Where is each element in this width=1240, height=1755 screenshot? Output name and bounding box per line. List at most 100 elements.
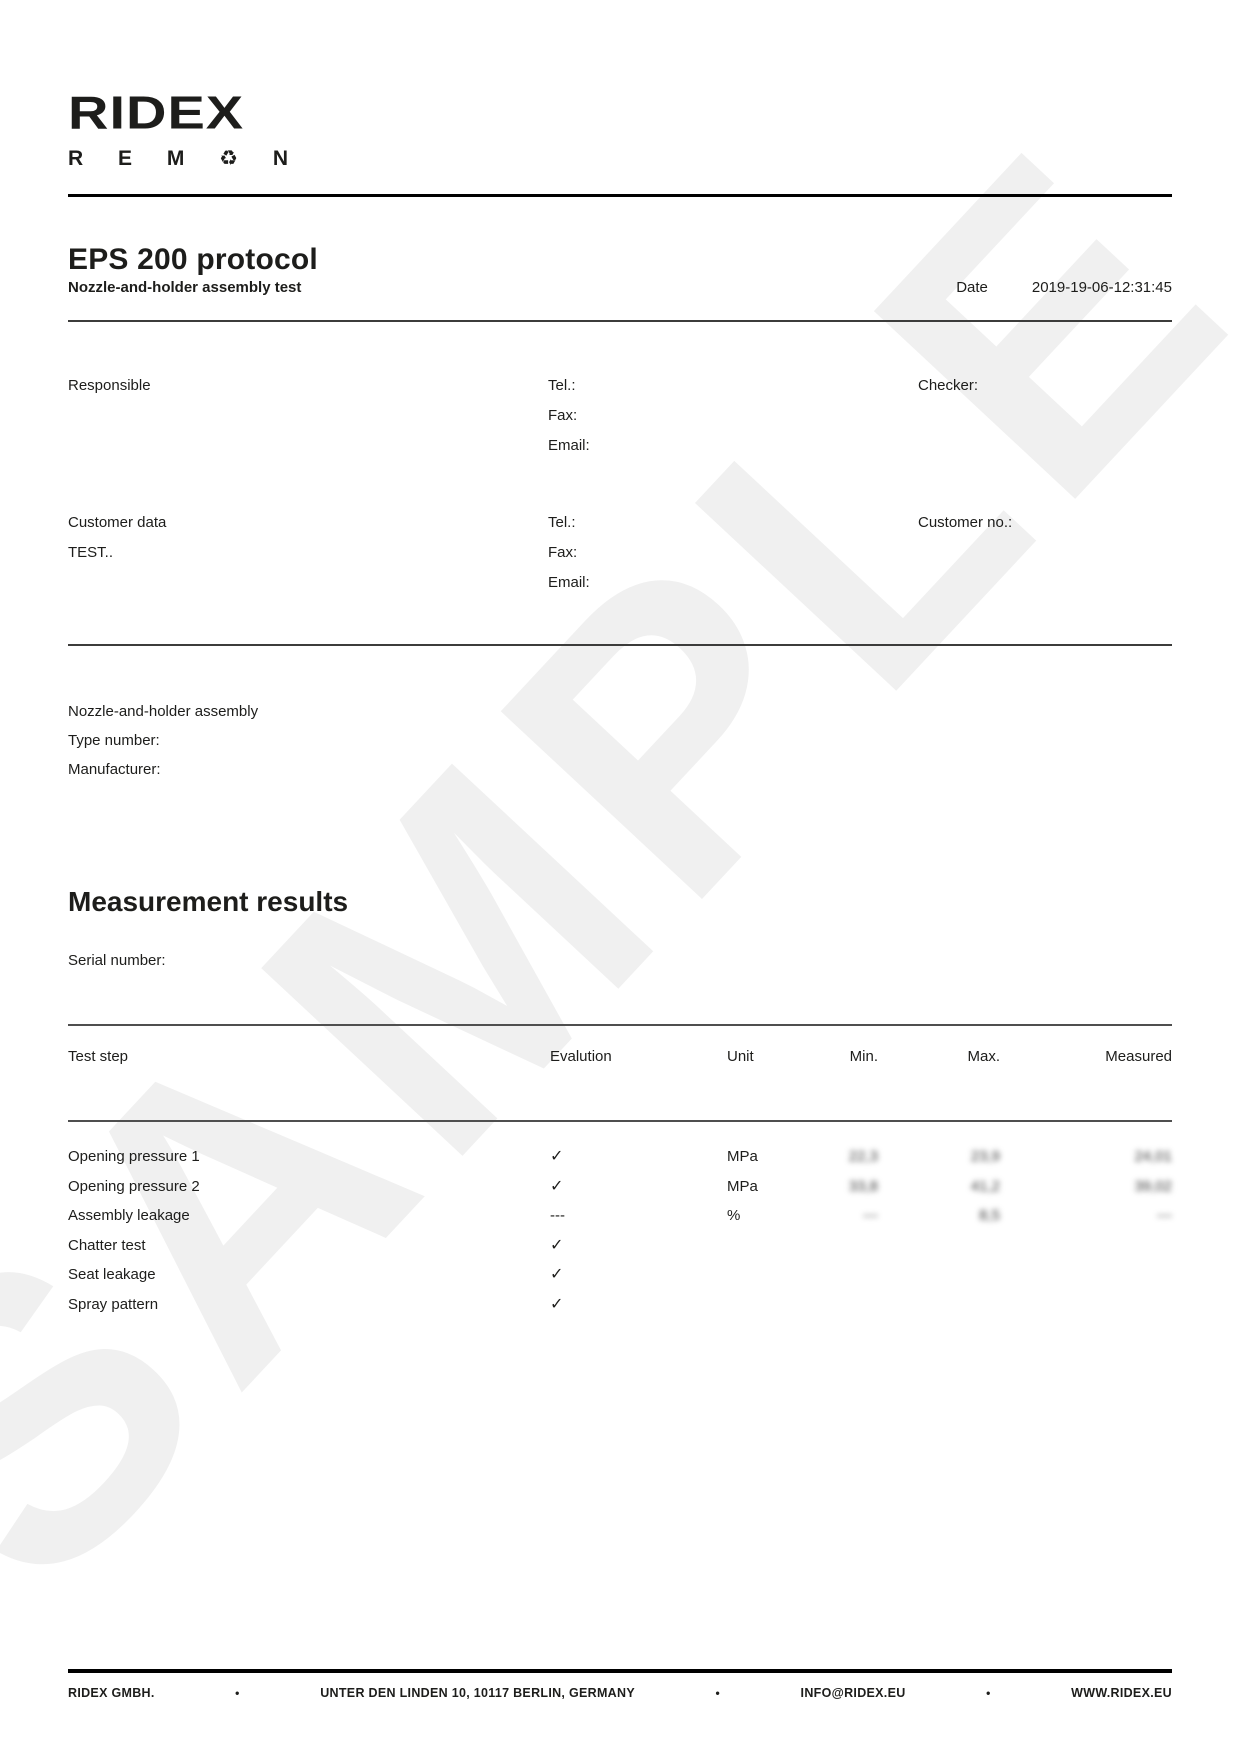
cell-min: 33,8 <box>848 1177 878 1195</box>
page-title: EPS 200 protocol <box>68 243 318 276</box>
cell-min: 22,3 <box>848 1148 878 1165</box>
cell-unit <box>727 1231 813 1261</box>
cell-measured <box>1000 1260 1172 1290</box>
cell-measured <box>1000 1290 1172 1320</box>
header-evaluation: Evalution <box>550 1048 612 1065</box>
tel-label: Tel.: <box>548 514 576 531</box>
date-group: Date 2019-19-06-12:31:45 <box>956 279 1172 296</box>
serial-number-label: Serial number: <box>68 952 166 969</box>
reman-letter-r: R <box>68 147 84 170</box>
table-header-row: Test step Evalution Unit Min. Max. Measu… <box>68 1048 1172 1065</box>
cell-unit: MPa <box>727 1148 758 1165</box>
recycle-icon: ♻ <box>219 147 238 170</box>
footer-company: RIDEX GMBH. <box>68 1686 155 1700</box>
footer-bullet: • <box>235 1686 240 1700</box>
measurement-results-heading: Measurement results <box>68 886 349 917</box>
table-body: Opening pressure 1 ✓ MPa 22,3 23,9 24,01… <box>68 1142 1172 1319</box>
cell-max: 8,5 <box>979 1207 1000 1224</box>
table-row: Seat leakage ✓ <box>68 1260 1172 1290</box>
header-min: Min. <box>849 1048 878 1065</box>
footer-address: UNTER DEN LINDEN 10, 10117 BERLIN, GERMA… <box>320 1686 635 1700</box>
checker-label: Checker: <box>918 377 979 394</box>
customer-data-label: Customer data <box>68 514 167 531</box>
tel-label: Tel.: <box>548 377 576 394</box>
cell-test-step: Opening pressure 2 <box>68 1177 200 1195</box>
responsible-contact-stack: Tel.: Fax: Email: <box>548 371 590 461</box>
footer-email: INFO@RIDEX.EU <box>800 1686 906 1700</box>
customer-contact-stack: Tel.: Fax: Email: <box>548 508 590 598</box>
cell-unit <box>727 1260 813 1290</box>
table-row: Spray pattern ✓ <box>68 1290 1172 1320</box>
customer-name-value: TEST.. <box>68 544 114 561</box>
cell-measured <box>1000 1231 1172 1261</box>
header-unit: Unit <box>727 1048 754 1065</box>
footer-website: WWW.RIDEX.EU <box>1071 1686 1172 1700</box>
ridex-logotype: RIDEX <box>68 86 245 139</box>
fax-label: Fax: <box>548 407 578 424</box>
reman-letter-n: N <box>272 147 288 170</box>
cell-max <box>878 1290 1000 1320</box>
cell-test-step: Assembly leakage <box>68 1207 190 1224</box>
check-icon: ✓ <box>550 1148 564 1165</box>
footer-divider <box>68 1669 1172 1673</box>
ridex-reman-logo: RIDEX R E M ♻ N <box>68 90 288 169</box>
cell-evaluation: --- <box>550 1207 565 1224</box>
email-label: Email: <box>548 437 590 454</box>
reman-letter-e: E <box>118 147 133 170</box>
cell-measured: --- <box>1157 1207 1172 1224</box>
cell-test-step: Spray pattern <box>68 1295 159 1313</box>
customer-data-stack: Customer data TEST.. <box>68 508 166 568</box>
fax-label: Fax: <box>548 544 578 561</box>
date-value: 2019-19-06-12:31:45 <box>1031 279 1172 296</box>
cell-min <box>813 1260 878 1290</box>
email-label: Email: <box>548 574 590 591</box>
manufacturer-label: Manufacturer: <box>68 761 161 778</box>
header-divider <box>68 194 1172 197</box>
table-row: Opening pressure 1 ✓ MPa 22,3 23,9 24,01 <box>68 1142 1172 1172</box>
check-icon: ✓ <box>550 1266 564 1283</box>
table-row: Assembly leakage --- % --- 8,5 --- <box>68 1201 1172 1231</box>
cell-max <box>878 1260 1000 1290</box>
header-test-step: Test step <box>68 1048 129 1065</box>
responsible-label: Responsible <box>68 377 151 394</box>
cell-test-step: Opening pressure 1 <box>68 1148 200 1165</box>
cell-test-step: Seat leakage <box>68 1266 156 1283</box>
header-max: Max. <box>967 1048 1000 1065</box>
cell-unit <box>727 1290 813 1320</box>
page-subtitle: Nozzle-and-holder assembly test <box>68 279 302 296</box>
header-measured: Measured <box>1105 1048 1172 1065</box>
table-top-divider <box>68 1024 1172 1026</box>
reman-letter-m: M <box>166 147 185 170</box>
cell-test-step: Chatter test <box>68 1236 146 1254</box>
type-number-label: Type number: <box>68 732 160 749</box>
reman-logotype: R E M ♻ N <box>68 148 288 169</box>
customer-no-label: Customer no.: <box>918 514 1013 531</box>
subtitle-row: Nozzle-and-holder assembly test Date 201… <box>68 279 1172 296</box>
cell-max <box>878 1231 1000 1261</box>
date-label: Date <box>956 279 988 296</box>
assembly-info-stack: Nozzle-and-holder assembly Type number: … <box>68 697 258 784</box>
cell-unit: % <box>727 1207 741 1224</box>
table-row: Opening pressure 2 ✓ MPa 33,8 41,2 39,02 <box>68 1172 1172 1202</box>
assembly-title: Nozzle-and-holder assembly <box>68 703 259 720</box>
cell-max: 23,9 <box>970 1148 1000 1165</box>
check-icon: ✓ <box>550 1236 564 1254</box>
footer-bullet: • <box>986 1686 991 1700</box>
footer-bullet: • <box>715 1686 721 1700</box>
footer: RIDEX GMBH. • UNTER DEN LINDEN 10, 10117… <box>68 1686 1172 1700</box>
cell-min <box>813 1231 878 1261</box>
table-header-divider <box>68 1120 1172 1122</box>
table-row: Chatter test ✓ <box>68 1231 1172 1261</box>
cell-max: 41,2 <box>970 1177 1000 1195</box>
customer-divider <box>68 644 1172 646</box>
check-icon: ✓ <box>550 1177 564 1195</box>
cell-measured: 24,01 <box>1134 1148 1172 1165</box>
cell-min: --- <box>863 1207 878 1224</box>
cell-unit: MPa <box>727 1177 758 1195</box>
title-divider <box>68 320 1172 322</box>
cell-min <box>813 1290 878 1320</box>
check-icon: ✓ <box>550 1295 564 1313</box>
cell-measured: 39,02 <box>1134 1177 1172 1195</box>
